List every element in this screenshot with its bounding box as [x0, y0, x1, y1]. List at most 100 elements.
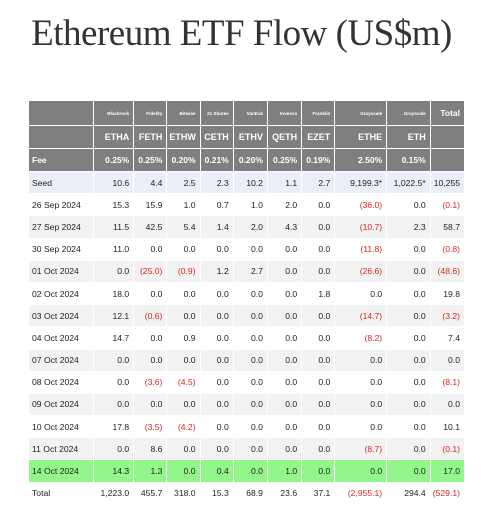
row-total-cell: (0.1) — [430, 193, 466, 217]
total-row: Total 1,223.0 455.7 318.0 15.3 68.9 23.6 37.1 (2… — [29, 481, 466, 505]
row-date-label: 09 Oct 2024 — [29, 393, 94, 417]
flow-cell: (26.6) — [334, 260, 388, 283]
flow-cell: 0.0 — [166, 238, 201, 261]
flow-cell: 0.0 — [386, 193, 431, 217]
flow-cell: 10.2 — [233, 171, 268, 195]
flow-cell: 14.7 — [93, 326, 135, 350]
flow-cell: 0.0 — [267, 238, 303, 261]
flow-cell: 0.0 — [386, 349, 431, 372]
flow-cell: 0.0 — [233, 349, 268, 372]
ticker-header-cell: ETHV — [233, 125, 268, 149]
flow-cell: 0.0 — [334, 349, 388, 372]
flow-cell: 0.0 — [334, 282, 388, 306]
flow-cell: 0.0 — [267, 437, 303, 461]
flow-cell: 0.0 — [133, 326, 168, 350]
flow-cell: 1.8 — [301, 282, 336, 306]
flow-cell: 2.0 — [233, 215, 268, 239]
fee-cell: 0.25% — [93, 148, 135, 172]
flow-cell: 11.5 — [93, 215, 135, 239]
ticker-header-cell: ETHW — [166, 125, 201, 149]
flow-cell: 1.2 — [200, 260, 234, 283]
flow-cell: 0.0 — [233, 415, 268, 439]
flow-cell: 0.0 — [93, 437, 135, 461]
flow-cell: 0.0 — [166, 459, 201, 483]
flow-cell: 0.0 — [334, 371, 388, 394]
table-row: Seed 10.6 4.4 2.5 2.3 10.2 1.1 2.7 9,199.3* 1,022… — [29, 171, 466, 195]
flow-cell: 10.6 — [93, 171, 135, 195]
flow-cell: 0.0 — [267, 393, 303, 417]
flow-cell: (8.7) — [334, 437, 388, 461]
flow-cell: 0.0 — [267, 415, 303, 439]
ticker-header-cell: CETH — [200, 125, 234, 149]
ticker-header-cell: EZET — [301, 125, 336, 149]
row-date-label: 08 Oct 2024 — [29, 371, 94, 394]
flow-cell: 0.0 — [267, 326, 303, 350]
issuer-header-cell: Grayscale — [334, 101, 388, 126]
flow-cell: 0.0 — [166, 437, 201, 461]
table-row: 27 Sep 2024 11.5 42.5 5.4 1.4 2.0 4.3 0.0 (10.7)… — [29, 215, 466, 239]
flow-cell: (11.8) — [334, 238, 388, 261]
flow-cell: 0.0 — [200, 393, 234, 417]
flow-cell: (10.7) — [334, 215, 388, 239]
fee-cell: 0.25% — [133, 148, 168, 172]
ticker-header-cell: ETHE — [334, 125, 388, 149]
fee-cell: 0.21% — [200, 148, 234, 172]
flow-cell: 0.0 — [233, 393, 268, 417]
issuer-header-row: Blackrock Fidelity Bitwise 21 Shares Van… — [29, 101, 466, 126]
flow-cell: 1.0 — [166, 193, 201, 217]
flow-cell: 15.9 — [133, 193, 168, 217]
issuer-header-cell: Bitwise — [166, 101, 201, 126]
row-total-cell: 7.4 — [430, 326, 466, 350]
flow-cell: 0.0 — [200, 282, 234, 306]
flow-cell: 2.7 — [233, 260, 268, 283]
flow-cell: 1.3 — [133, 459, 168, 483]
table-row: 10 Oct 2024 17.8 (3.5) (4.2) 0.0 0.0 0.0 0.0 0.0… — [29, 415, 466, 439]
flow-cell: 0.4 — [200, 459, 234, 483]
flow-cell: 0.0 — [93, 260, 135, 283]
flow-cell: 12.1 — [93, 304, 135, 328]
row-date-label: 03 Oct 2024 — [29, 304, 94, 328]
flow-cell: 14.3 — [93, 459, 135, 483]
row-total-cell: 19.8 — [430, 282, 466, 306]
flow-cell: (4.5) — [166, 371, 201, 394]
flow-cell: 294.4 — [386, 481, 431, 505]
flow-cell: 0.0 — [166, 349, 201, 372]
fee-cell: 0.20% — [233, 148, 268, 172]
flow-cell: 0.0 — [386, 437, 431, 461]
row-total-cell: 17.0 — [430, 459, 466, 483]
issuer-header-cell: Grayscale — [386, 101, 431, 126]
flow-cell: 0.0 — [386, 260, 431, 283]
flow-cell: (0.9) — [166, 260, 201, 283]
flow-cell: 0.0 — [200, 371, 234, 394]
flow-cell: 0.0 — [133, 349, 168, 372]
row-date-label: 01 Oct 2024 — [29, 260, 94, 283]
row-total-cell: (529.1) — [430, 481, 466, 505]
flow-cell: 37.1 — [301, 481, 336, 505]
flow-cell: 2.5 — [166, 171, 201, 195]
flow-cell: 2.7 — [301, 171, 336, 195]
row-total-cell: (0.1) — [430, 437, 466, 461]
flow-cell: 0.0 — [267, 282, 303, 306]
flow-cell: 17.8 — [93, 415, 135, 439]
flow-cell: 0.0 — [233, 459, 268, 483]
issuer-header-cell: Invesco — [267, 101, 303, 126]
fee-cell: 0.25% — [267, 148, 303, 172]
fee-cell: 0.19% — [301, 148, 336, 172]
issuer-header-cell: Blackrock — [93, 101, 135, 126]
flow-cell: 0.0 — [301, 193, 336, 217]
row-date-label: 14 Oct 2024 — [29, 459, 94, 483]
corner-cell — [29, 101, 94, 126]
flow-cell: 0.0 — [301, 371, 336, 394]
flow-cell: 0.0 — [301, 326, 336, 350]
flow-cell: 0.0 — [93, 371, 135, 394]
flow-cell: 0.0 — [301, 260, 336, 283]
flow-cell: 0.0 — [267, 371, 303, 394]
flow-cell: 0.0 — [386, 415, 431, 439]
flow-cell: 0.0 — [233, 326, 268, 350]
row-total-cell: 58.7 — [430, 215, 466, 239]
flow-cell: 68.9 — [233, 481, 268, 505]
table-row: 09 Oct 2024 0.0 0.0 0.0 0.0 0.0 0.0 0.0 0.0 0.0 0.… — [29, 393, 466, 417]
flow-cell: 0.0 — [386, 304, 431, 328]
flow-cell: 1.1 — [267, 171, 303, 195]
flow-cell: 0.0 — [166, 393, 201, 417]
